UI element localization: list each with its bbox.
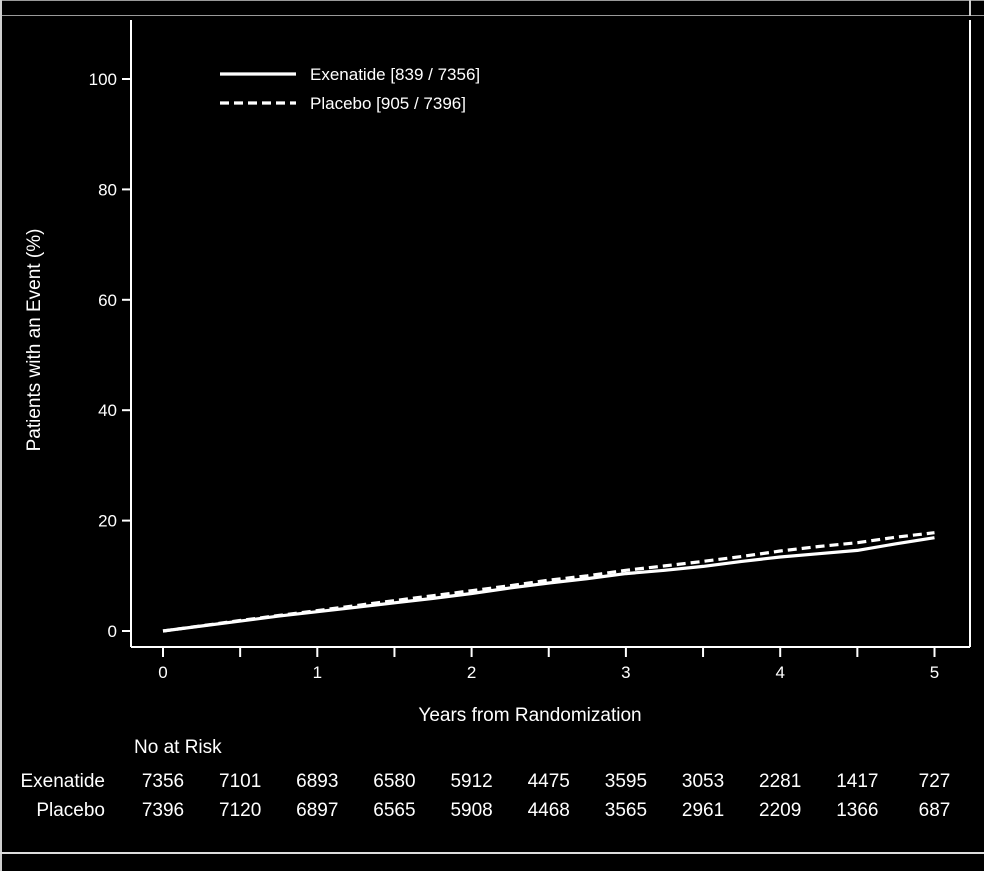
at-risk-value: 6565	[373, 800, 415, 821]
at-risk-value: 5908	[450, 800, 492, 821]
at-risk-value: 687	[919, 800, 951, 821]
x-tick-label: 3	[621, 663, 630, 682]
at-risk-value: 6893	[296, 771, 338, 792]
y-tick-label: 100	[89, 70, 117, 89]
x-tick-label: 2	[467, 663, 476, 682]
placebo-series-line	[162, 531, 935, 633]
right-frame-edge	[969, 0, 971, 16]
at-risk-value: 2209	[759, 800, 801, 821]
at-risk-value: 1366	[836, 800, 878, 821]
y-tick-label: 60	[98, 291, 117, 310]
y-axis-title: Patients with an Event (%)	[24, 229, 45, 452]
left-frame-edge	[0, 0, 2, 871]
at-risk-table: No at Risk Exenatide 7356 7101 6893 6580 5912…	[20, 737, 950, 821]
series-lines	[162, 531, 935, 633]
y-tick-label: 20	[98, 512, 117, 531]
at-risk-row-label: Exenatide	[20, 771, 105, 792]
at-risk-value: 3053	[682, 771, 724, 792]
x-tick-label: 4	[775, 663, 784, 682]
x-axis-ticks: 0 1 2 3 4 5	[158, 647, 939, 682]
at-risk-value: 7396	[142, 800, 184, 821]
at-risk-row-label: Placebo	[36, 800, 105, 821]
at-risk-value: 7356	[142, 771, 184, 792]
at-risk-value: 7120	[219, 800, 261, 821]
at-risk-header: No at Risk	[134, 737, 222, 758]
at-risk-value: 5912	[450, 771, 492, 792]
at-risk-value: 2281	[759, 771, 801, 792]
at-risk-value: 4468	[528, 800, 570, 821]
at-risk-value: 1417	[836, 771, 878, 792]
x-tick-label: 1	[313, 663, 322, 682]
at-risk-value: 6897	[296, 800, 338, 821]
y-tick-label: 0	[108, 622, 117, 641]
x-tick-label: 5	[930, 663, 939, 682]
y-tick-label: 40	[98, 401, 117, 420]
chart-legend: Exenatide [839 / 7356] Placebo [905 / 739…	[220, 65, 480, 113]
at-risk-value: 3565	[605, 800, 647, 821]
y-axis-ticks: 0 20 40 60 80 100	[89, 70, 131, 641]
y-tick-label: 80	[98, 180, 117, 199]
x-axis-title: Years from Randomization	[418, 705, 641, 726]
x-tick-label: 0	[158, 663, 167, 682]
at-risk-value: 3595	[605, 771, 647, 792]
at-risk-value: 727	[919, 771, 951, 792]
top-frame-bar	[0, 0, 984, 16]
legend-entry-0: Exenatide [839 / 7356]	[310, 65, 480, 84]
chart-axes	[130, 20, 971, 648]
at-risk-value: 2961	[682, 800, 724, 821]
at-risk-value: 6580	[373, 771, 415, 792]
at-risk-value: 4475	[528, 771, 570, 792]
at-risk-value: 7101	[219, 771, 261, 792]
legend-entry-1: Placebo [905 / 7396]	[310, 94, 466, 113]
bottom-frame-bar	[0, 852, 984, 871]
